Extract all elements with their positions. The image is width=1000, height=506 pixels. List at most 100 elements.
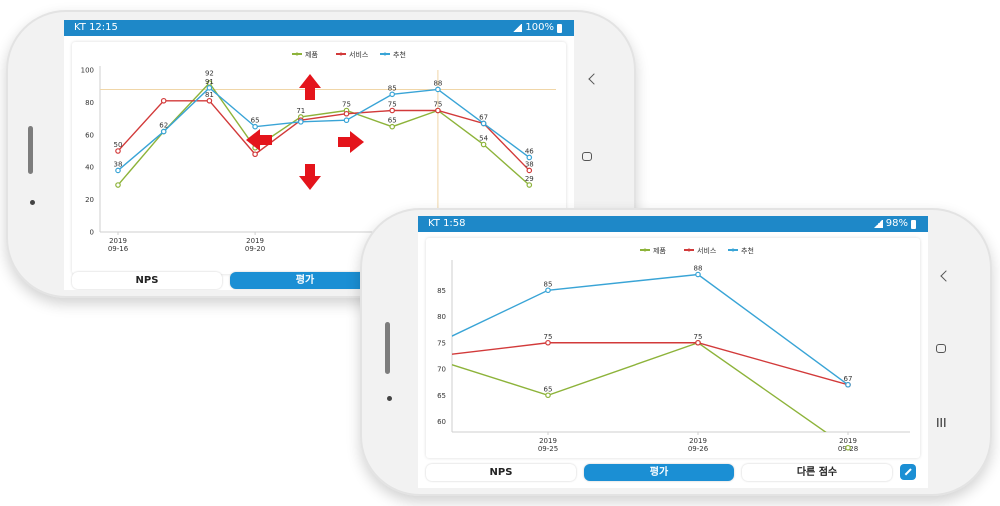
bottom-tab-bar: NPS 평가 다른 점수 — [418, 464, 928, 486]
arrow-right-icon — [350, 131, 364, 153]
tab-evaluation[interactable]: 평가 — [230, 272, 380, 289]
legend-dot — [339, 52, 343, 56]
y-tick-label: 20 — [85, 196, 94, 204]
x-tick-label-year: 2019 — [539, 437, 557, 445]
data-point — [545, 339, 551, 346]
home-nav-icon[interactable] — [936, 344, 946, 353]
legend-dot — [687, 248, 691, 252]
data-point — [160, 97, 167, 104]
phone-sensor-dot — [30, 200, 35, 205]
lte-signal-icon — [872, 220, 883, 228]
tab-other-score[interactable]: 다른 점수 — [742, 464, 892, 481]
data-point — [115, 182, 121, 188]
series-line-서비스 — [117, 100, 530, 171]
recents-nav-icon[interactable] — [937, 418, 946, 427]
data-label: 38 — [114, 160, 123, 168]
data-point — [206, 97, 213, 104]
data-label: 88 — [433, 79, 442, 87]
x-tick-label-year: 2019 — [109, 237, 127, 245]
status-bar: KT 12:15 100% — [64, 20, 574, 36]
data-label: 62 — [159, 122, 168, 130]
arrow-down-stem — [305, 164, 315, 176]
data-point — [389, 91, 396, 98]
back-nav-icon[interactable] — [588, 73, 600, 85]
arrow-up-icon — [299, 74, 321, 88]
data-point — [845, 444, 851, 451]
data-point — [206, 85, 213, 91]
data-point — [545, 287, 551, 294]
expand-icon[interactable] — [900, 464, 916, 480]
battery-percent: 100% — [525, 22, 554, 33]
home-nav-icon[interactable] — [582, 152, 592, 161]
data-point — [389, 107, 396, 114]
tab-nps[interactable]: NPS — [426, 464, 576, 481]
data-label: 81 — [205, 91, 214, 99]
chart-card-zoomed[interactable]: 제품 서비스 추천 60 65 70 75 80 85 2019 09-25 2019 09-26 201… — [426, 238, 920, 458]
arrow-up-stem — [305, 88, 315, 100]
phone-sensor-dot — [387, 396, 392, 401]
data-label: 91 — [205, 78, 214, 86]
data-point — [160, 128, 167, 135]
series-line-추천 — [452, 273, 849, 386]
data-label: 67 — [479, 113, 488, 121]
data-label: 29 — [525, 175, 534, 183]
data-label: 92 — [205, 70, 214, 78]
arrow-left-icon — [246, 129, 260, 151]
battery-icon — [557, 23, 562, 33]
data-label: 67 — [844, 375, 853, 383]
legend-label-추천: 추천 — [741, 246, 754, 255]
data-label: 75 — [433, 101, 442, 109]
x-tick-label-date: 09-16 — [108, 245, 129, 253]
data-point — [480, 120, 487, 127]
battery-icon — [911, 219, 916, 229]
data-point — [526, 167, 533, 174]
y-tick-label: 40 — [85, 164, 94, 172]
series-line-제품 — [117, 81, 530, 186]
data-point — [435, 107, 441, 114]
data-label: 54 — [479, 135, 488, 143]
battery-percent: 98% — [885, 218, 908, 229]
data-point — [389, 123, 396, 130]
tab-evaluation[interactable]: 평가 — [584, 464, 734, 481]
arrow-left-stem — [260, 135, 272, 145]
data-point — [115, 167, 121, 174]
data-label: 75 — [694, 333, 703, 341]
series-line-제품 — [452, 341, 827, 432]
data-point — [526, 182, 533, 188]
data-point — [115, 148, 121, 154]
data-point — [480, 141, 487, 148]
tab-nps[interactable]: NPS — [72, 272, 222, 289]
screen-front: KT 1:58 98% 제품 서비스 추천 60 65 70 75 80 85 2019 09-25… — [418, 216, 928, 488]
phone-speaker-slot — [385, 322, 390, 374]
y-tick-label: 60 — [437, 418, 446, 426]
x-tick-label-year: 2019 — [246, 237, 264, 245]
back-nav-icon[interactable] — [940, 270, 952, 282]
data-point — [252, 123, 258, 130]
line-chart-zoomed[interactable]: 제품 서비스 추천606570758085201909-25201909-26201… — [426, 238, 920, 458]
data-label: 65 — [388, 117, 397, 125]
arrow-right-stem — [338, 137, 350, 147]
data-label: 75 — [544, 333, 553, 341]
data-point — [298, 119, 304, 125]
y-tick-label: 80 — [437, 313, 446, 321]
line-chart[interactable]: 제품 서비스 추천020406080100201909-16201909-20503… — [72, 42, 566, 274]
data-point — [695, 271, 701, 278]
x-tick-label-date: 09-20 — [245, 245, 265, 253]
y-tick-label: 100 — [81, 67, 94, 75]
status-time: KT 12:15 — [74, 22, 118, 33]
y-tick-label: 70 — [437, 366, 446, 374]
bottom-tab-bar: NPS 평가 — [64, 272, 574, 290]
x-tick-label-year: 2019 — [839, 437, 857, 445]
phone-front: KT 1:58 98% 제품 서비스 추천 60 65 70 75 80 85 2019 09-25… — [360, 208, 992, 496]
status-bar: KT 1:58 98% — [418, 216, 928, 232]
data-point — [343, 110, 350, 117]
legend-label-추천: 추천 — [393, 50, 406, 59]
signal-icon — [512, 24, 523, 32]
legend-label-제품: 제품 — [653, 247, 666, 255]
status-time: KT 1:58 — [428, 218, 466, 229]
data-point — [526, 154, 533, 161]
series-line-추천 — [117, 86, 530, 171]
y-tick-label: 0 — [90, 229, 94, 237]
data-point — [845, 381, 851, 388]
